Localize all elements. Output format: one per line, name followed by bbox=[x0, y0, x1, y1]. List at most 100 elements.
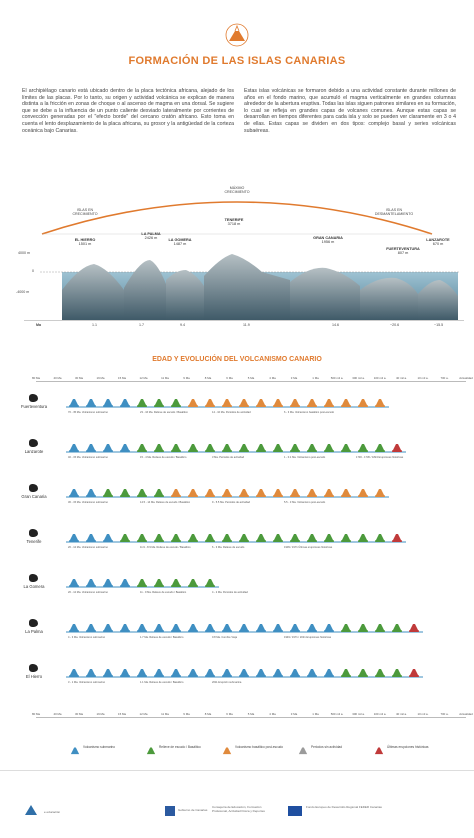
legend-label-1: Relieve de escudo / Basáltico bbox=[159, 745, 201, 749]
row-note-1-1: 15 - 4 Ma. Relieve de escudo / Basáltico bbox=[140, 456, 187, 459]
stage-1-8-icon bbox=[204, 440, 216, 452]
row-note-3-1: 11.9 - 8.9 Ma. Relieve de escudo / Basál… bbox=[140, 546, 191, 549]
footer-government: Gobierno de Canarias bbox=[178, 808, 208, 812]
stage-2-7-icon bbox=[187, 485, 199, 497]
stage-1-17-icon bbox=[357, 440, 369, 452]
stage-3-6-icon bbox=[170, 530, 182, 542]
timeline-scale-bottom: 80 Ma 40 Ma 30 Ma 19 Ma 15 Ma 12 Ma 11 Ma 9 Ma 8… bbox=[32, 712, 473, 720]
stage-5-13-icon bbox=[289, 620, 301, 632]
scale-tick-bottom-1: 40 Ma bbox=[53, 712, 62, 716]
scale-tick-bottom-5: 12 Ma bbox=[139, 712, 148, 716]
stage-3-8-icon bbox=[204, 530, 216, 542]
row-note-0-2: 14 - 10 Ma. Periodos de actividad bbox=[212, 411, 251, 414]
scale-tick-bottom-18: 10 mil a. bbox=[417, 712, 429, 716]
stage-0-3-icon bbox=[119, 395, 131, 407]
intro-left-paragraph: El archipiélago canario está ubicado den… bbox=[22, 88, 234, 134]
stage-0-8-icon bbox=[204, 395, 216, 407]
stage-5-16-icon bbox=[340, 620, 352, 632]
stage-0-1-icon bbox=[85, 395, 97, 407]
stage-5-7-icon bbox=[187, 620, 199, 632]
row-note-1-3: 1 - 0.1 Ma. Volcanismo post-escudo bbox=[284, 456, 326, 459]
stage-5-5-icon bbox=[153, 620, 165, 632]
stage-6-7-icon bbox=[187, 665, 199, 677]
arc-label-growing: ISLAS EN CRECIMIENTO bbox=[72, 208, 98, 217]
scale-tick-bottom-14: 500 mil a. bbox=[330, 712, 344, 716]
scale-tick-bottom-11: 4 Ma bbox=[269, 712, 276, 716]
row-name-4: La Gomera bbox=[23, 584, 45, 589]
stage-1-2-icon bbox=[102, 440, 114, 452]
stage-5-14-icon bbox=[306, 620, 318, 632]
scale-tick-bottom-15: 300 mil a. bbox=[352, 712, 365, 716]
stage-3-5-icon bbox=[153, 530, 165, 542]
scale-tick-top-14: 500 mil a. bbox=[330, 376, 344, 380]
row-note-5-3: 1949 / 1971 / 2021 Erupciones históricas bbox=[284, 636, 332, 639]
island-silhouette-icon-0 bbox=[29, 394, 38, 402]
row-name-5: La Palma bbox=[25, 629, 43, 634]
arc-label-max: MÁXIMO CRECIMIENTO bbox=[224, 186, 250, 195]
scale-tick-bottom-12: 3 Ma bbox=[290, 712, 298, 716]
island-silhouette-icon-6 bbox=[29, 664, 38, 672]
stage-4-3-icon bbox=[119, 575, 131, 587]
legend-swatch-0-icon bbox=[70, 742, 80, 755]
timeline-rows: Fuerteventura 70 - 35 Ma. Volcanismo subm… bbox=[0, 390, 474, 710]
row-note-6-2: 2011 Erupción submarina bbox=[212, 681, 242, 684]
axis-zero-label: 0 bbox=[32, 269, 34, 273]
row-name-1: Lanzarote bbox=[24, 449, 44, 454]
stage-3-2-icon bbox=[102, 530, 114, 542]
row-note-3-0: 20 - 12 Ma. Volcanismo submarino bbox=[68, 546, 108, 549]
legend-swatch-2-icon bbox=[222, 742, 232, 755]
stage-6-1-icon bbox=[85, 665, 97, 677]
legend-swatch-1-icon bbox=[146, 742, 156, 755]
row-note-1-2: 3 Ma. Periodos de actividad bbox=[212, 456, 245, 459]
stage-1-5-icon bbox=[153, 440, 165, 452]
scale-tick-top-12: 3 Ma bbox=[290, 376, 298, 380]
row-note-2-1: 14.5 - 14 Ma. Relieve de escudo / Basált… bbox=[140, 501, 191, 504]
stage-5-6-icon bbox=[170, 620, 182, 632]
stage-4-7-icon bbox=[187, 575, 199, 587]
stage-6-5-icon bbox=[153, 665, 165, 677]
education-logo-icon bbox=[25, 805, 37, 815]
stage-5-18-icon bbox=[374, 620, 386, 632]
ma-la-gomera: 9.4 bbox=[180, 323, 185, 327]
scale-tick-bottom-3: 19 Ma bbox=[96, 712, 105, 716]
scale-tick-top-7: 9 Ma bbox=[183, 376, 190, 380]
stage-1-7-icon bbox=[187, 440, 199, 452]
row-name-0: Fuerteventura bbox=[20, 404, 48, 409]
arc-label-dismantling: ISLAS EN DESMANTELAMIENTO bbox=[374, 208, 414, 217]
legend-swatch-4-icon bbox=[374, 742, 384, 755]
row-baseline-1 bbox=[66, 451, 406, 453]
stage-2-15-icon bbox=[323, 485, 335, 497]
row-note-6-0: 3 - 1 Ma. Volcanismo submarino bbox=[68, 681, 106, 684]
stage-2-3-icon bbox=[119, 485, 131, 497]
stage-1-19-icon bbox=[391, 440, 403, 452]
stage-5-0-icon bbox=[68, 620, 80, 632]
row-note-0-1: 23 - 16 Ma. Relieve de escudo / Basáltic… bbox=[140, 411, 188, 414]
island-cross-section bbox=[40, 254, 460, 320]
stage-6-4-icon bbox=[136, 665, 148, 677]
stage-0-16-icon bbox=[340, 395, 352, 407]
row-note-6-1: 1.1 Ma. Relieve de escudo / Basáltico bbox=[140, 681, 184, 684]
stage-3-7-icon bbox=[187, 530, 199, 542]
scale-tick-bottom-0: 80 Ma bbox=[31, 712, 41, 716]
scale-tick-top-0: 80 Ma bbox=[31, 376, 41, 380]
ma-lanzarote: ~15.5 bbox=[434, 323, 444, 327]
stage-0-2-icon bbox=[102, 395, 114, 407]
stage-3-14-icon bbox=[306, 530, 318, 542]
footer-ministry: Consejería de Educación, Formación Profe… bbox=[212, 805, 265, 813]
stage-0-6-icon bbox=[170, 395, 182, 407]
stage-2-5-icon bbox=[153, 485, 165, 497]
row-note-4-1: 11 - 9 Ma. Relieve de escudo / Basáltico bbox=[140, 591, 187, 594]
scale-tick-top-8: 8 Ma bbox=[204, 376, 212, 380]
stage-6-9-icon bbox=[221, 665, 233, 677]
stage-4-4-icon bbox=[136, 575, 148, 587]
stage-4-8-icon bbox=[204, 575, 216, 587]
stage-0-7-icon bbox=[187, 395, 199, 407]
stage-3-15-icon bbox=[323, 530, 335, 542]
stage-2-0-icon bbox=[68, 485, 80, 497]
stage-5-12-icon bbox=[272, 620, 284, 632]
scale-line-bottom bbox=[36, 717, 466, 718]
stage-5-4-icon bbox=[136, 620, 148, 632]
stage-6-11-icon bbox=[255, 665, 267, 677]
stage-4-2-icon bbox=[102, 575, 114, 587]
stage-3-19-icon bbox=[391, 530, 403, 542]
